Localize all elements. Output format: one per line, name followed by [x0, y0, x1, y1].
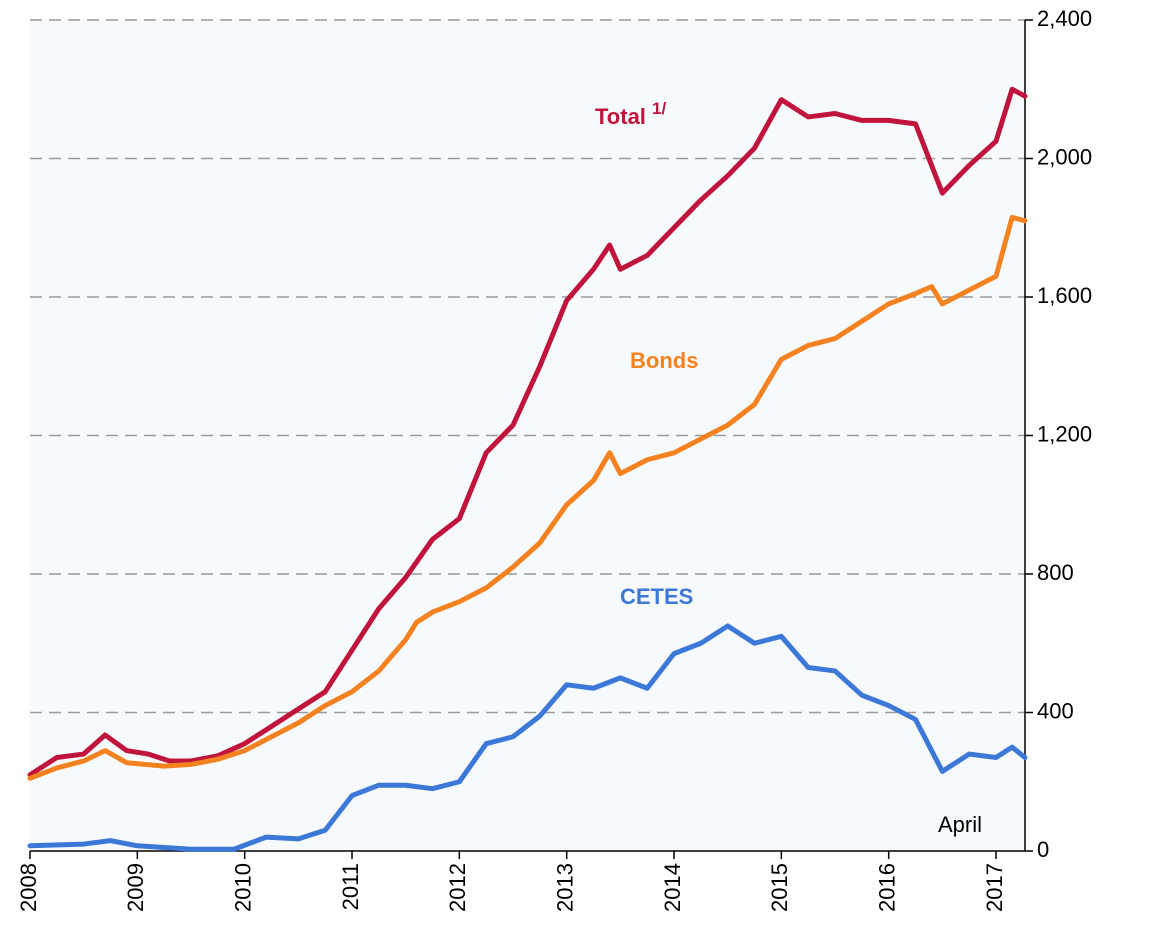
y-tick-label: 800 — [1037, 560, 1074, 585]
series-label: Bonds — [630, 348, 698, 373]
y-tick-label: 0 — [1037, 837, 1049, 862]
series-name: CETES — [620, 584, 693, 609]
y-tick-label: 1,200 — [1037, 421, 1092, 446]
series-name: Bonds — [630, 348, 698, 373]
y-tick-label: 2,400 — [1037, 6, 1092, 31]
annotation: April — [938, 812, 982, 837]
y-tick-label: 2,000 — [1037, 144, 1092, 169]
x-tick-label: 2012 — [445, 863, 470, 912]
series-label: CETES — [620, 584, 693, 609]
x-tick-label: 2013 — [552, 863, 577, 912]
x-tick-label: 2016 — [874, 863, 899, 912]
line-series — [27, 214, 1028, 781]
y-tick-label: 400 — [1037, 698, 1074, 723]
line-series — [27, 86, 1028, 778]
x-tick-label: 2010 — [230, 863, 255, 912]
x-tick-label: 2015 — [767, 863, 792, 912]
x-tick-label: 2009 — [123, 863, 148, 912]
x-tick-label: 2017 — [982, 863, 1007, 912]
y-tick-label: 1,600 — [1037, 283, 1092, 308]
line-series — [27, 623, 1028, 852]
x-tick-label: 2011 — [338, 863, 363, 910]
x-tick-label: 2008 — [16, 863, 41, 912]
series-label: Total 1/ — [595, 99, 667, 128]
series-name: Total — [595, 104, 646, 129]
x-tick-label: 2014 — [660, 863, 685, 912]
footnote-mark: 1/ — [652, 99, 666, 118]
